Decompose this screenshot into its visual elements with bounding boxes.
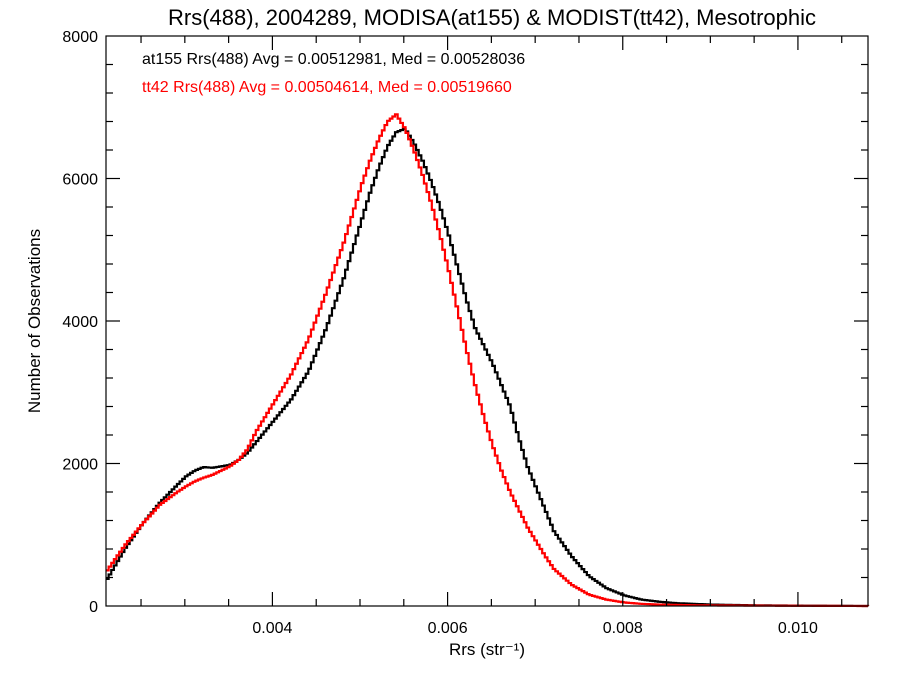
chart-title: Rrs(488), 2004289, MODISA(at155) & MODIS… bbox=[168, 5, 816, 30]
annotation-black-series: at155 Rrs(488) Avg = 0.00512981, Med = 0… bbox=[142, 51, 525, 68]
y-tick-label: 8000 bbox=[62, 29, 98, 46]
x-axis-label: Rrs (str⁻¹) bbox=[449, 640, 525, 659]
annotation-red-series: tt42 Rrs(488) Avg = 0.00504614, Med = 0.… bbox=[142, 79, 512, 96]
annotations: at155 Rrs(488) Avg = 0.00512981, Med = 0… bbox=[142, 51, 525, 96]
x-tick-label: 0.004 bbox=[252, 620, 292, 637]
y-axis-label: Number of Observations bbox=[25, 229, 44, 413]
x-axis-ticks: 0.004 0.006 0.008 0.010 bbox=[140, 36, 843, 637]
y-tick-label: 4000 bbox=[62, 314, 98, 331]
x-tick-label: 0.008 bbox=[603, 620, 643, 637]
y-axis-ticks: 0 2000 4000 6000 8000 bbox=[62, 29, 868, 616]
x-tick-label: 0.006 bbox=[428, 620, 468, 637]
y-tick-label: 6000 bbox=[62, 172, 98, 189]
y-tick-label: 2000 bbox=[62, 457, 98, 474]
y-tick-label: 0 bbox=[89, 599, 98, 616]
x-tick-label: 0.010 bbox=[778, 620, 818, 637]
